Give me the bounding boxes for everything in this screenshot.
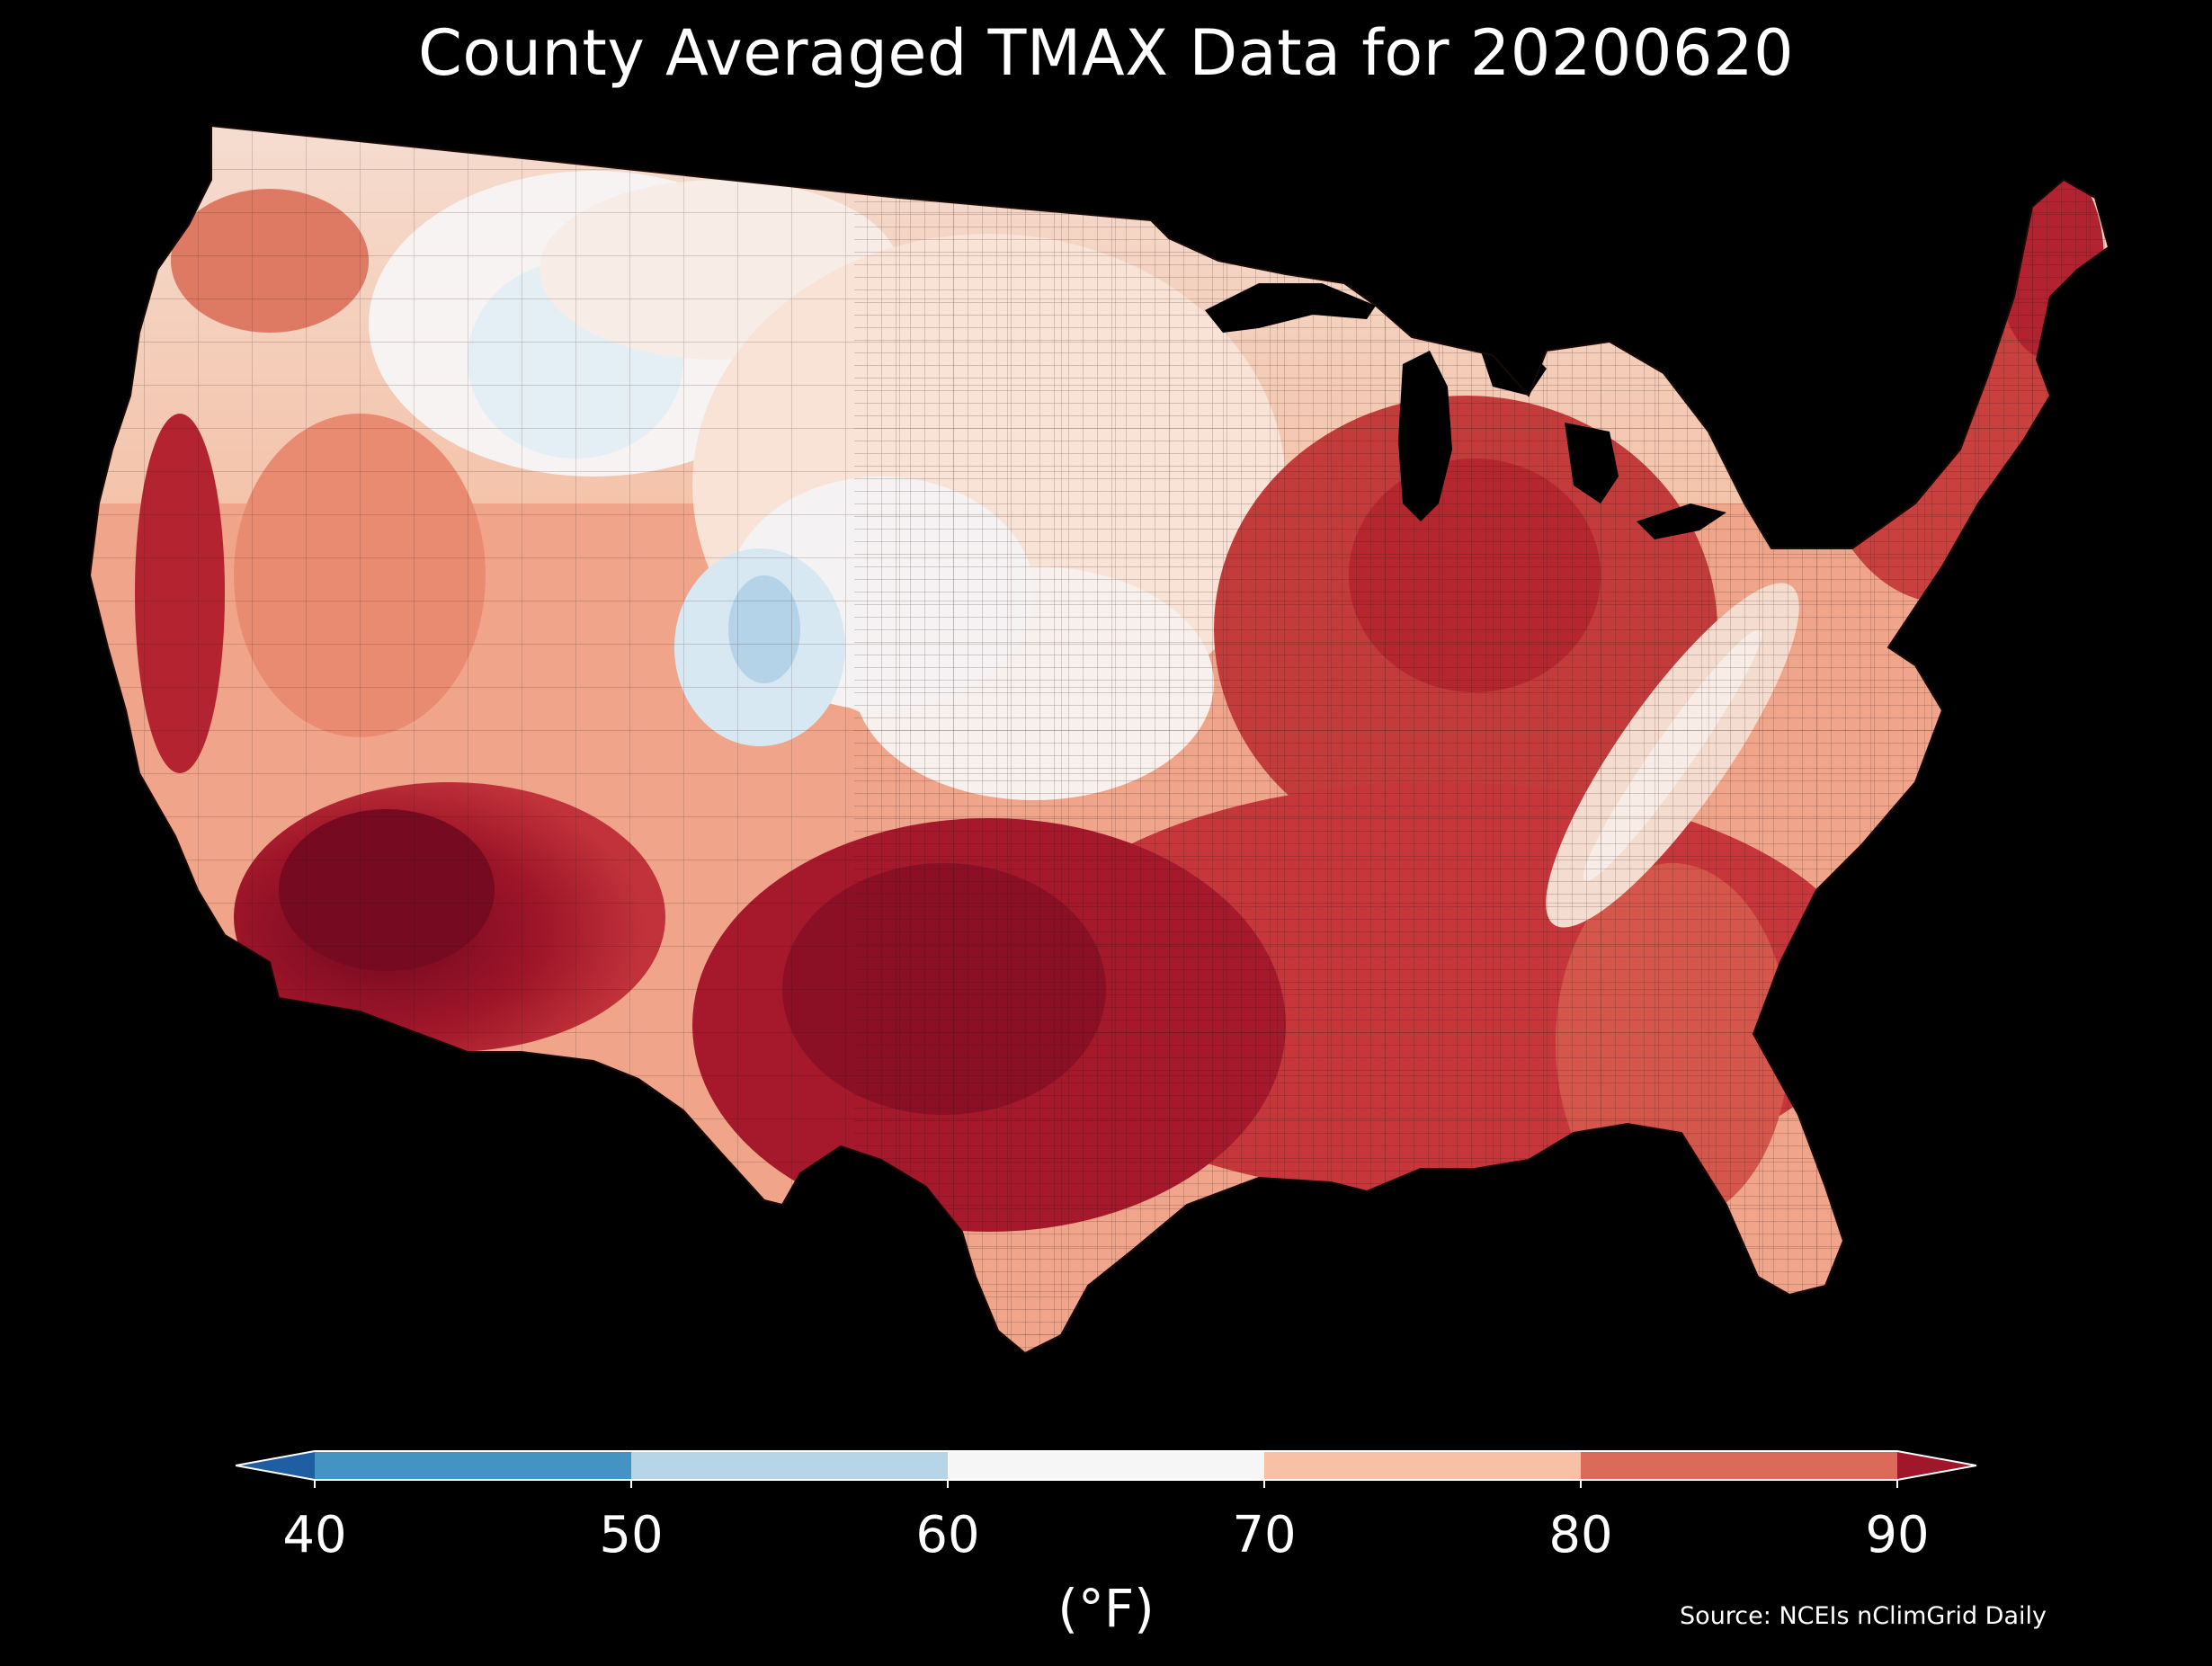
source-credit: Source: NCEIs nClimGrid Daily bbox=[1680, 1602, 2047, 1630]
colorbar-bin bbox=[948, 1451, 1265, 1480]
map-svg bbox=[90, 126, 2109, 1354]
colorbar-bin bbox=[315, 1451, 632, 1480]
colorbar-under-extension bbox=[236, 1451, 315, 1480]
colorbar-over-extension bbox=[1897, 1451, 1976, 1480]
colorbar-bin bbox=[1581, 1451, 1898, 1480]
colorbar-tick-label: 40 bbox=[282, 1506, 347, 1564]
colorbar-bin bbox=[1264, 1451, 1582, 1480]
colorbar-tick-label: 50 bbox=[599, 1506, 664, 1564]
colorbar bbox=[235, 1443, 1977, 1488]
colorbar-svg bbox=[235, 1450, 1977, 1488]
colorbar-bin bbox=[631, 1451, 949, 1480]
colorbar-tick-label: 80 bbox=[1548, 1506, 1613, 1564]
colorbar-label: (°F) bbox=[1057, 1578, 1155, 1639]
choropleth-map bbox=[90, 126, 2122, 1403]
colorbar-tick-label: 70 bbox=[1232, 1506, 1297, 1564]
great-lakes bbox=[1205, 283, 1843, 539]
map-title: County Averaged TMAX Data for 20200620 bbox=[417, 16, 1795, 90]
colorbar-tick-label: 60 bbox=[915, 1506, 980, 1564]
us-counties-fill bbox=[90, 126, 2109, 1353]
colorbar-tick-label: 90 bbox=[1865, 1506, 1930, 1564]
